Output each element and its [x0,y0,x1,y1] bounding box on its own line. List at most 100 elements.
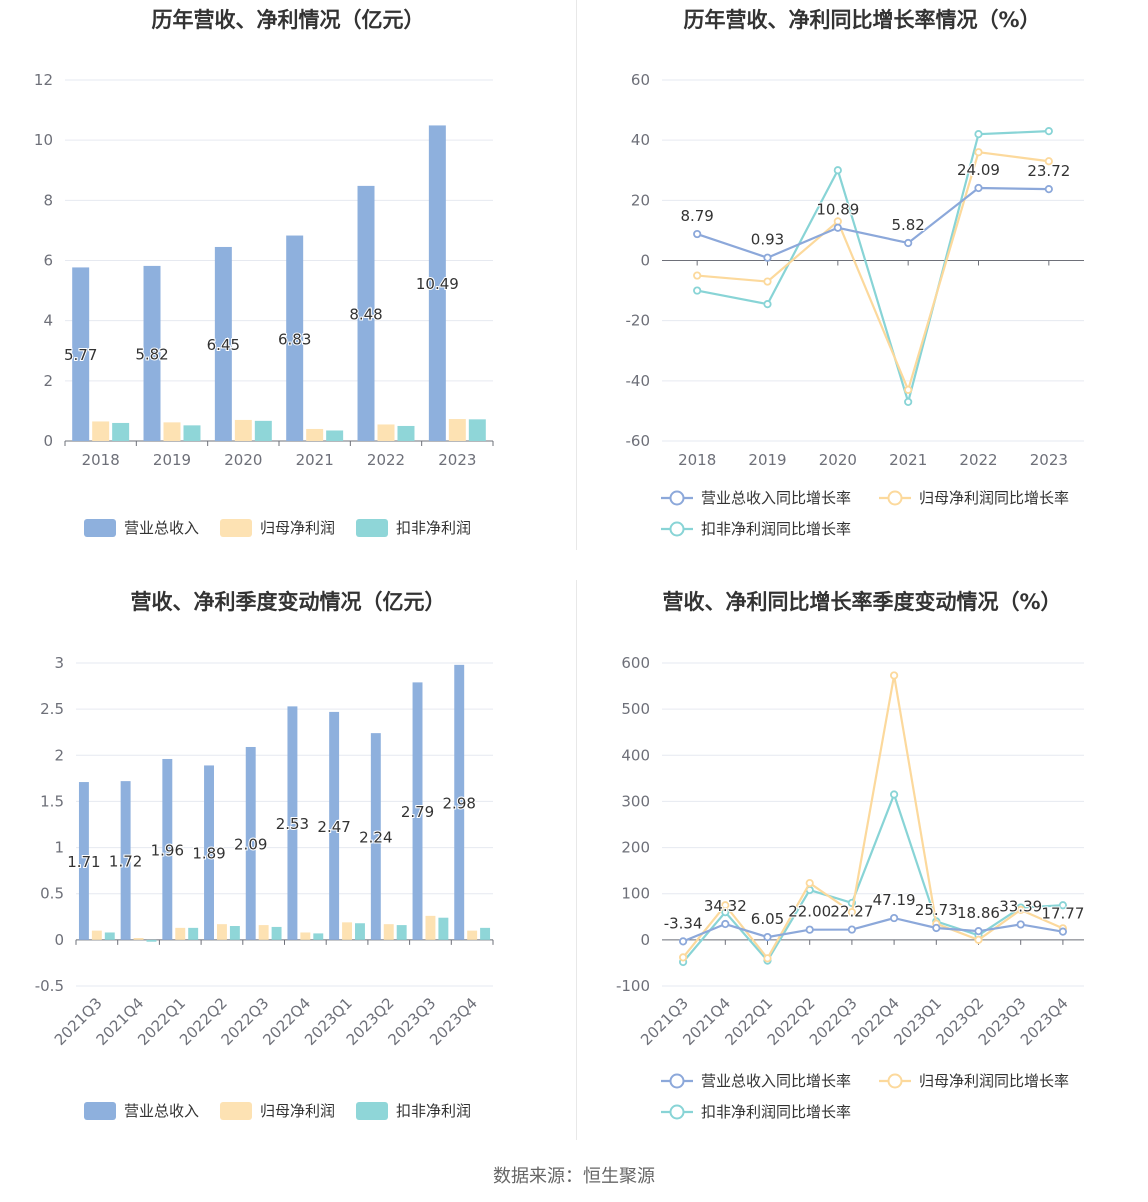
bar-deducted-profit [468,419,486,441]
y-tick-label: 6 [43,252,53,270]
series-point-2 [904,397,913,406]
y-tick-label: 8 [43,191,53,209]
chart-title: 营收、净利季度变动情况（亿元） [130,590,446,614]
bar-parent-profit [234,419,252,441]
data-label: 8.79 [680,207,713,225]
bar-parent-profit [216,924,227,940]
y-tick-label: 1.5 [40,792,64,810]
data-label: 2.47 [317,818,350,836]
bar-deducted-profit [254,420,272,441]
bar-deducted-profit [313,933,324,940]
legend-swatch [84,519,116,537]
bar-parent-profit [467,930,478,940]
series-point-1 [1016,905,1025,914]
series-point-2 [693,286,702,295]
data-label: 24.09 [957,161,1000,179]
legend-swatch [356,1102,388,1120]
y-tick-label: 40 [631,131,650,149]
data-label: 47.19 [873,891,916,909]
legend-swatch-marker [669,1073,685,1089]
x-tick-label: 2021 [296,451,334,469]
annual-revenue-profit-chart: 历年营收、净利情况（亿元） 0 2 4 6 8 10 12 2018 2019 2020 2021 2… [0,0,576,560]
bar-parent-profit [175,927,186,940]
series-point-2 [889,790,899,799]
y-tick-label: 60 [631,71,650,89]
y-tick-label: 2 [54,746,64,764]
bar-parent-profit [258,925,269,940]
y-tick-label: 400 [621,746,650,764]
y-tick-label: -60 [626,432,651,450]
legend-swatch [220,519,252,537]
data-label: 6.05 [751,910,784,928]
data-label: 18.86 [957,904,1000,922]
bar-revenue [412,682,423,940]
bar-deducted-profit [229,926,240,940]
data-label: 2.98 [443,794,476,812]
bar-parent-profit [342,922,353,940]
data-label: 34.32 [704,897,747,915]
bar-parent-profit [92,421,110,441]
series-point-0 [932,923,941,933]
series-point-1 [1044,157,1053,166]
legend-swatch-marker [669,521,685,537]
data-label: 0.93 [751,231,784,249]
y-tick-label: 0 [43,432,53,450]
x-tick-label: 2020 [819,451,857,469]
series-point-0 [693,229,702,239]
data-label: 5.82 [891,216,924,234]
series-point-1 [904,385,913,394]
data-label: 10.89 [816,201,859,219]
y-tick-label: 20 [631,191,650,209]
bar-deducted-profit [326,430,344,441]
bar-parent-profit [300,932,311,940]
x-tick-label: 2020 [224,451,262,469]
column-divider-top [576,0,577,550]
legend-swatch-marker [669,1104,685,1120]
y-tick-label: 12 [34,71,53,89]
legend-label: 营业总收入 [124,1102,199,1120]
y-tick-label: 1 [54,839,64,857]
series-point-1 [721,901,730,910]
series-point-1 [679,953,688,962]
bar-revenue [428,125,446,441]
data-label: 6.83 [278,330,311,348]
bar-parent-profit [163,422,181,441]
y-tick-label: 3 [54,654,64,672]
bar-deducted-profit [396,925,407,940]
series-point-0 [805,925,814,934]
series-point-1 [805,879,814,888]
data-label: 1.96 [151,841,184,859]
bar-deducted-profit [397,425,415,441]
legend-label: 营业总收入同比增长率 [701,1072,851,1090]
x-tick-label: 2022 [959,451,997,469]
data-label: 22.00 [788,903,831,921]
series-point-0 [847,925,856,934]
bar-revenue [78,782,89,940]
x-tick-label: 2019 [748,451,786,469]
data-label: 10.49 [416,275,459,293]
bar-parent-profit [425,915,436,940]
annual-growth-rate-chart: 历年营收、净利同比增长率情况（%） -60 -40 -20 0 20 40 60 2018 20… [576,0,1148,560]
series-point-0 [1058,927,1067,936]
data-label: 5.82 [135,345,168,363]
bar-parent-profit [91,930,102,940]
y-tick-label: 200 [621,839,650,857]
series-point-1 [889,671,899,680]
quarterly-growth-rate-plot: -10001002003004005006002021Q32021Q42022Q… [616,654,1085,1121]
bar-revenue [120,781,131,940]
y-tick-label: 600 [621,654,650,672]
chart-title: 历年营收、净利同比增长率情况（%） [683,8,1041,32]
legend-label: 扣非净利润 [396,519,471,537]
chart-title: 历年营收、净利情况（亿元） [151,8,425,32]
quarterly-revenue-profit-plot: -0.500.511.522.532021Q32021Q42022Q12022Q… [35,654,494,1120]
legend-swatch [220,1102,252,1120]
y-tick-label: -0.5 [35,977,64,995]
bar-deducted-profit [183,425,201,441]
quarterly-growth-rate-chart: 营收、净利同比增长率季度变动情况（%） -100 0 100 200 300 400 500… [576,580,1148,1150]
bar-revenue [357,185,375,441]
data-label: 2.09 [234,835,267,853]
data-label: 22.27 [830,903,873,921]
legend-label: 归母净利润同比增长率 [919,489,1069,507]
y-tick-label: 500 [621,700,650,718]
